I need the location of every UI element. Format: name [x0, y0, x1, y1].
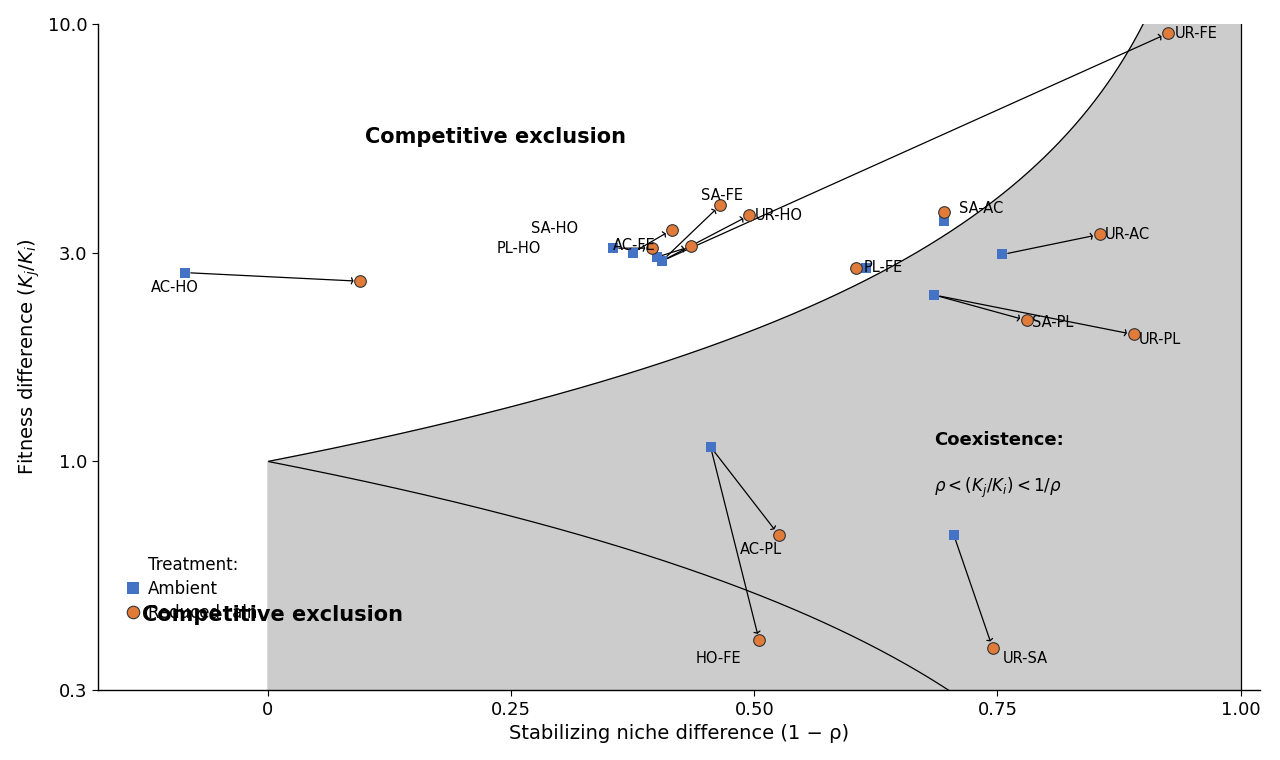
Point: [652, 255, 672, 267]
Point: [652, 255, 672, 267]
Point: [622, 246, 643, 258]
Polygon shape: [268, 24, 1240, 760]
Point: [1089, 228, 1110, 240]
Text: Competitive exclusion: Competitive exclusion: [365, 128, 626, 147]
Text: UR-HO: UR-HO: [754, 207, 803, 223]
Text: UR-FE: UR-FE: [1175, 26, 1217, 41]
Point: [924, 289, 945, 301]
Text: UR-AC: UR-AC: [1105, 227, 1149, 242]
Text: AC-PL: AC-PL: [740, 542, 782, 557]
Point: [740, 209, 760, 221]
X-axis label: Stabilizing niche difference (1 − ρ): Stabilizing niche difference (1 − ρ): [509, 724, 849, 743]
Point: [710, 199, 731, 211]
Point: [643, 242, 663, 255]
Text: UR-SA: UR-SA: [1002, 651, 1047, 666]
Point: [992, 249, 1012, 261]
Text: HO-FE: HO-FE: [696, 651, 741, 666]
Point: [934, 206, 955, 218]
Text: AC-HO: AC-HO: [151, 280, 200, 295]
Legend: Treatment:, Ambient, Reduced rain: Treatment:, Ambient, Reduced rain: [118, 549, 264, 629]
Point: [351, 275, 371, 287]
Text: Coexistence:: Coexistence:: [934, 431, 1064, 449]
Point: [982, 642, 1002, 654]
Text: Competitive exclusion: Competitive exclusion: [142, 606, 402, 625]
Point: [856, 261, 877, 274]
Text: SA-HO: SA-HO: [531, 221, 577, 236]
Text: PL-HO: PL-HO: [497, 241, 541, 255]
Text: PL-FE: PL-FE: [863, 260, 902, 275]
Text: SA-AC: SA-AC: [959, 201, 1002, 216]
Point: [646, 251, 667, 263]
Point: [1124, 328, 1144, 340]
Point: [175, 267, 196, 279]
Point: [1157, 27, 1178, 40]
Point: [934, 214, 955, 226]
Y-axis label: Fitness difference $(K_j/K_i)$: Fitness difference $(K_j/K_i)$: [17, 239, 42, 475]
Text: SA-PL: SA-PL: [1032, 315, 1073, 330]
Point: [700, 441, 721, 453]
Point: [652, 255, 672, 267]
Point: [924, 289, 945, 301]
Text: SA-FE: SA-FE: [701, 188, 742, 203]
Text: UR-PL: UR-PL: [1138, 332, 1180, 347]
Point: [662, 224, 682, 236]
Text: $\rho < (K_j/K_i) < 1/\rho$: $\rho < (K_j/K_i) < 1/\rho$: [934, 476, 1062, 500]
Point: [749, 635, 769, 647]
Point: [1016, 315, 1037, 327]
Text: AC-FE: AC-FE: [613, 238, 657, 252]
Point: [846, 261, 867, 274]
Point: [700, 441, 721, 453]
Point: [943, 529, 964, 541]
Point: [603, 242, 623, 255]
Point: [768, 529, 788, 541]
Point: [681, 240, 701, 252]
